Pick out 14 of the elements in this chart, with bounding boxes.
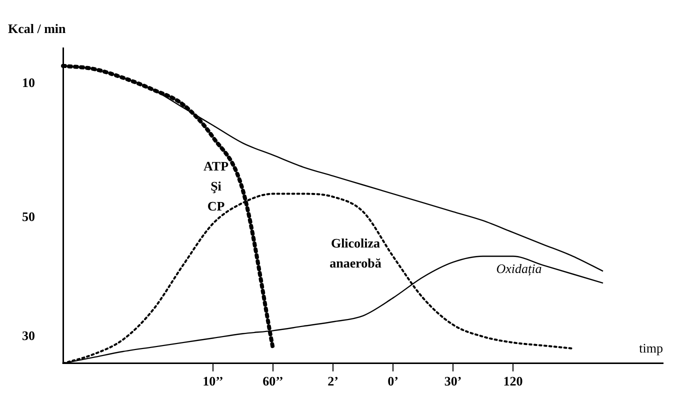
x-tick-label: 30’: [444, 374, 462, 389]
x-tick-label: 120: [503, 374, 523, 389]
x-tick-label: 2’: [328, 374, 338, 389]
text: 50: [22, 208, 35, 224]
x-tick-label: 0’: [388, 374, 398, 389]
x-tick-label: 60’’: [262, 374, 284, 389]
text: 10: [22, 75, 35, 90]
text: 30: [22, 328, 35, 343]
series-label: Glicoliza anaerobă: [330, 236, 382, 271]
x-tick-label: 10’’: [202, 374, 224, 389]
series-label: ATP Şi CP: [203, 158, 229, 214]
x-axis-title: timp: [639, 340, 663, 356]
y-axis-title: Kcal / min: [8, 20, 67, 36]
series-label: Oxidația: [496, 261, 542, 276]
